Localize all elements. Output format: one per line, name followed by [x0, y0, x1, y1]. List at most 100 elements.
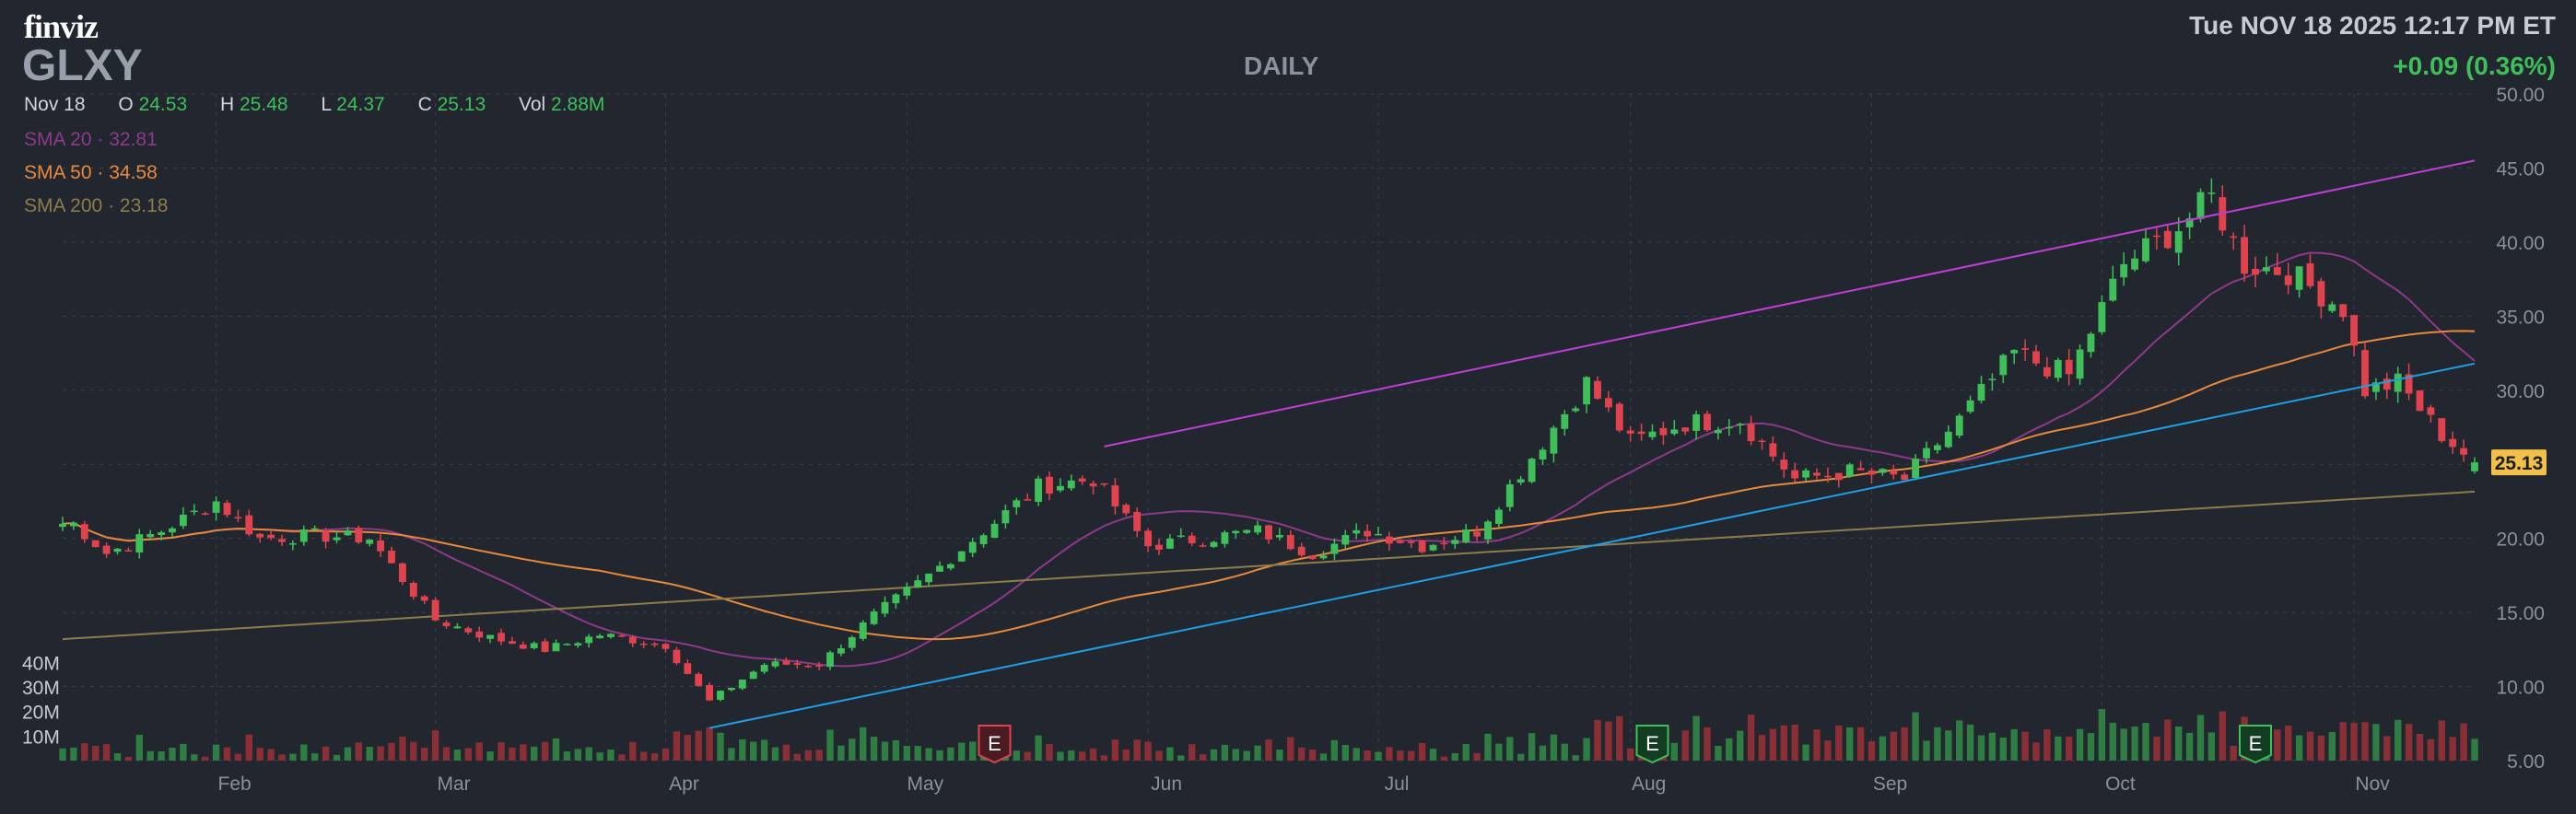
- volume-bar: [1561, 743, 1568, 761]
- volume-bar: [728, 748, 735, 761]
- volume-bar: [936, 750, 943, 761]
- earnings-badge: [978, 725, 1012, 764]
- volume-bar: [782, 744, 790, 761]
- candle-body: [2076, 349, 2084, 379]
- candle-body: [1583, 377, 1591, 405]
- candle-body: [1539, 449, 1547, 459]
- volume-bar: [1079, 751, 1086, 761]
- candle-body: [2394, 373, 2402, 392]
- volume-bar: [2021, 731, 2029, 761]
- candle-body: [1451, 540, 1459, 544]
- candle-body: [409, 583, 417, 597]
- volume-bar: [158, 751, 165, 761]
- volume-bar: [1298, 747, 1306, 761]
- volume-bar: [1484, 733, 1492, 761]
- earnings-marker[interactable]: E: [2239, 725, 2272, 764]
- candle-body: [113, 548, 122, 552]
- candle-body: [59, 523, 66, 528]
- volume-bar: [1024, 751, 1031, 761]
- volume-bar: [2449, 737, 2456, 761]
- earnings-marker[interactable]: E: [1635, 725, 1669, 764]
- ticker-symbol: GLXY: [22, 41, 143, 90]
- sma20-value: 32.81: [109, 129, 158, 150]
- volume-bar: [289, 753, 297, 761]
- candle-body: [793, 663, 802, 665]
- candle-body: [475, 631, 484, 638]
- candle-body: [1999, 355, 2008, 376]
- candle-body: [169, 528, 176, 533]
- volume-bar: [1364, 750, 1371, 761]
- volume-bar: [234, 753, 242, 761]
- finviz-logo[interactable]: finviz: [24, 8, 99, 45]
- volume-bar: [464, 748, 472, 761]
- candle-body: [585, 636, 593, 644]
- trendlines[interactable]: [708, 159, 2476, 729]
- volume-bar: [618, 754, 626, 761]
- candle-body: [2350, 315, 2359, 346]
- sma50-value: 34.58: [109, 162, 158, 183]
- earnings-badge: [2239, 725, 2272, 764]
- candle-body: [1364, 530, 1372, 537]
- volume-bar: [1681, 730, 1689, 761]
- volume-bar: [1988, 732, 1996, 761]
- volume-bar: [1319, 753, 1328, 761]
- volume-bar: [1232, 749, 1239, 761]
- volume-bar: [2010, 728, 2018, 761]
- candle-body: [1725, 426, 1733, 429]
- volume-bar: [1397, 750, 1404, 761]
- volume-bar: [2361, 722, 2369, 761]
- candle-body: [738, 680, 746, 689]
- candle-body: [1823, 475, 1832, 478]
- volume-bar: [947, 747, 954, 761]
- sma20-legend[interactable]: SMA 20 · 32.81: [24, 129, 158, 150]
- candle-body: [2098, 302, 2106, 332]
- volume-bar: [541, 741, 549, 761]
- volume-bar: [969, 741, 977, 761]
- volume-bar: [1057, 751, 1064, 761]
- candle-body: [212, 501, 220, 513]
- candle-body: [1736, 424, 1744, 425]
- volume-bar: [596, 752, 603, 761]
- sma50-legend[interactable]: SMA 50 · 34.58: [24, 162, 158, 183]
- candle-body: [1001, 510, 1010, 524]
- candle-body: [2252, 268, 2259, 275]
- volume-bar: [1747, 715, 1755, 761]
- volume-bar: [1352, 748, 1360, 761]
- candle-body: [1856, 468, 1865, 471]
- y-tick-label: 20.00: [2496, 529, 2545, 551]
- candle-body: [464, 628, 473, 633]
- x-tick-label: Jun: [1151, 773, 1182, 795]
- candle-body: [870, 611, 878, 624]
- candle-body: [1845, 464, 1854, 477]
- volume-bar: [2328, 731, 2336, 761]
- volume-bar: [267, 749, 275, 761]
- volume-bar: [958, 742, 966, 761]
- y-tick-label: 30.00: [2496, 381, 2545, 402]
- candle-body: [1868, 470, 1876, 475]
- candle-body: [1912, 459, 1920, 479]
- candle-body: [2371, 382, 2380, 392]
- volume-bar: [1923, 740, 1930, 761]
- sma200-legend[interactable]: SMA 200 · 23.18: [24, 195, 169, 216]
- candle-body: [1407, 541, 1415, 543]
- candle-body: [1780, 459, 1788, 470]
- volume-bar: [1408, 750, 1415, 761]
- candle-body: [815, 665, 824, 667]
- moving-averages: [62, 251, 2476, 668]
- volume-bar: [662, 749, 670, 761]
- earnings-marker[interactable]: E: [978, 725, 1012, 764]
- candle-body: [223, 503, 231, 516]
- volume-bar: [1813, 729, 1821, 761]
- ohlc-legend: Nov 18 O 24.53 H 25.48 L 24.37 C 25.13 V…: [24, 94, 604, 116]
- volume-bar: [1199, 754, 1207, 761]
- candle-body: [1243, 529, 1251, 533]
- candle-body: [1484, 521, 1492, 540]
- candle-body: [1265, 525, 1272, 540]
- volume-bar: [1068, 750, 1075, 761]
- volume-bar: [70, 747, 77, 761]
- candle-body: [1890, 470, 1898, 475]
- candle-body: [1210, 541, 1218, 547]
- candle-body: [903, 587, 911, 596]
